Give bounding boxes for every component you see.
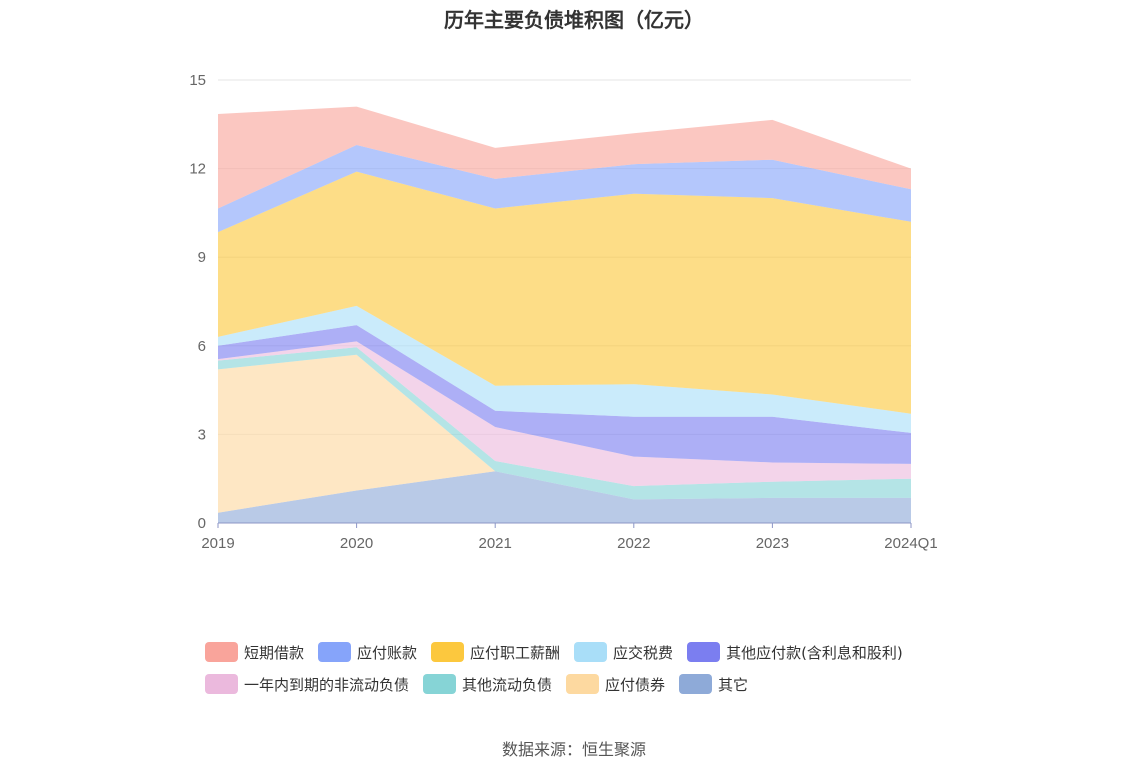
y-tick-label: 15 — [189, 72, 206, 89]
legend-item[interactable]: 一年内到期的非流动负债 — [205, 674, 409, 695]
legend-swatch — [318, 642, 352, 662]
legend-item[interactable]: 短期借款 — [205, 642, 304, 663]
legend-item[interactable]: 其它 — [679, 674, 748, 695]
legend-item[interactable]: 应交税费 — [574, 642, 673, 663]
legend-item[interactable]: 应付债券 — [566, 674, 665, 695]
area-series-layer — [218, 106, 911, 523]
legend-label: 其他流动负债 — [462, 675, 553, 694]
y-tick-label: 3 — [198, 426, 206, 443]
area-series-7[interactable] — [218, 145, 911, 233]
area-series-2[interactable] — [218, 347, 911, 500]
area-series-8[interactable] — [218, 106, 911, 209]
x-tick-label: 2021 — [479, 535, 512, 552]
legend-row: 一年内到期的非流动负债 其他流动负债 应付债券 其它 — [205, 668, 965, 700]
x-tick-label: 2022 — [617, 535, 650, 552]
legend-item[interactable]: 应付职工薪酬 — [431, 642, 560, 663]
legend-swatch — [566, 674, 600, 694]
legend-swatch — [205, 674, 238, 694]
y-tick-label: 0 — [198, 515, 206, 532]
x-tick-label: 2023 — [756, 535, 789, 552]
legend-label: 一年内到期的非流动负债 — [244, 675, 410, 694]
y-tick-label: 9 — [198, 249, 206, 266]
legend-row: 短期借款 应付账款 应付职工薪酬 应交税费 其他应付款(含利息和股利) — [205, 636, 965, 668]
legend-label: 应付债券 — [605, 675, 666, 694]
legend-item[interactable]: 应付账款 — [318, 642, 417, 663]
legend: 短期借款 应付账款 应付职工薪酬 应交税费 其他应付款(含利息和股利) 一年内到期的非流动… — [205, 636, 965, 700]
legend-item[interactable]: 其他应付款(含利息和股利) — [687, 642, 903, 663]
legend-label: 其它 — [718, 675, 749, 694]
y-tick-label: 12 — [189, 161, 206, 178]
legend-label: 应付账款 — [357, 643, 418, 662]
legend-label: 其他应付款(含利息和股利) — [726, 643, 903, 662]
legend-label: 短期借款 — [244, 643, 305, 662]
data-source-note: 数据来源：恒生聚源 — [501, 740, 646, 759]
area-series-4[interactable] — [218, 325, 911, 464]
area-series-3[interactable] — [218, 341, 911, 487]
legend-swatch — [205, 642, 238, 662]
legend-swatch — [574, 642, 608, 662]
legend-swatch — [679, 674, 713, 694]
legend-swatch — [687, 642, 721, 662]
axes: 0 3 6 9 12 15 2019 2020 2021 2022 2023 2024Q1 — [189, 72, 937, 552]
y-tick-label: 6 — [198, 338, 206, 355]
legend-swatch — [431, 642, 465, 662]
x-tick-label: 2020 — [340, 535, 373, 552]
area-series-0[interactable] — [218, 471, 911, 523]
area-series-5[interactable] — [218, 305, 911, 433]
legend-item[interactable]: 其他流动负债 — [423, 674, 552, 695]
legend-swatch — [423, 674, 457, 694]
chart-title: 历年主要负债堆积图（亿元） — [444, 8, 704, 32]
area-series-6[interactable] — [218, 171, 911, 414]
x-tick-label: 2019 — [201, 535, 234, 552]
area-series-1[interactable] — [218, 354, 911, 513]
x-tick-label: 2024Q1 — [884, 535, 937, 552]
legend-label: 应交税费 — [613, 643, 674, 662]
legend-label: 应付职工薪酬 — [470, 643, 561, 662]
